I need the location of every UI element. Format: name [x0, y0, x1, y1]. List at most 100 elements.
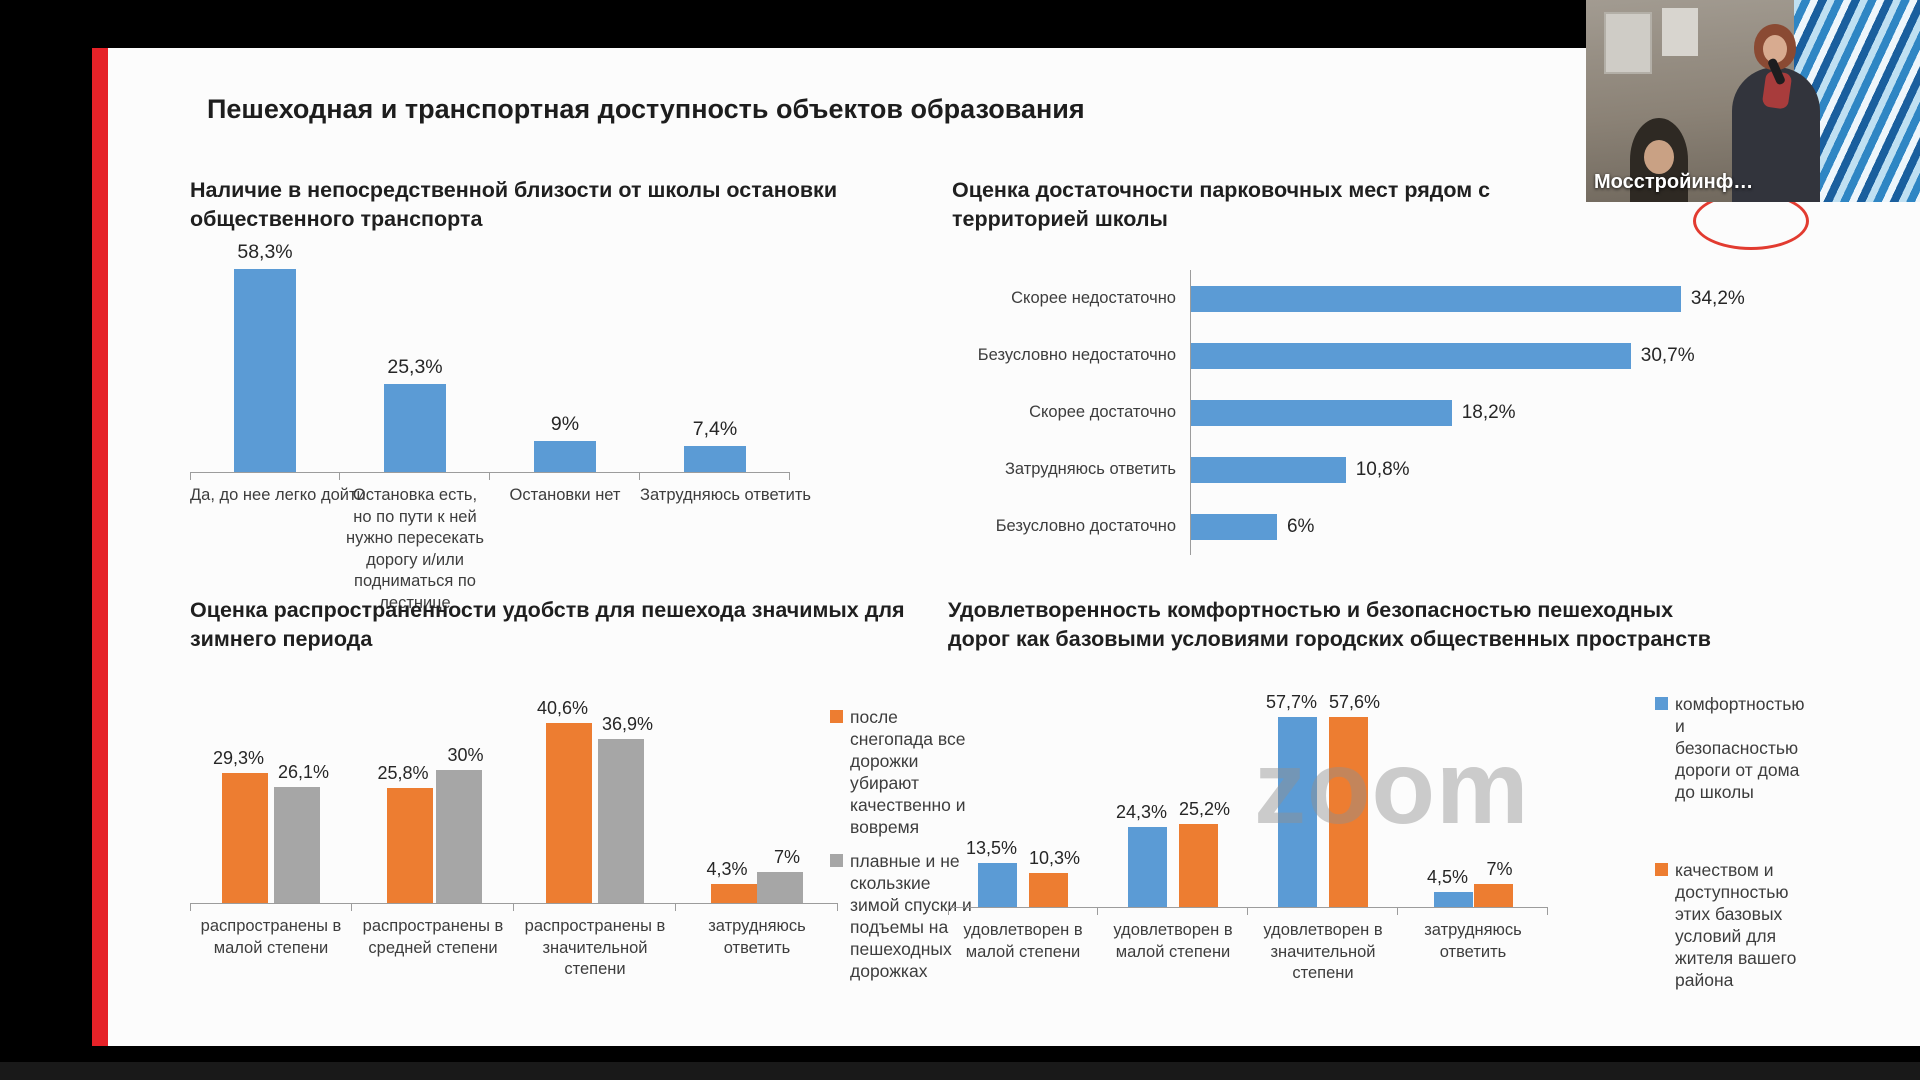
legend-item: плавные и не скользкие зимой спуски и по…: [830, 850, 982, 982]
bar-wrap: 30%: [435, 744, 484, 903]
value-label: 29,3%: [212, 747, 264, 768]
bar-wrap: 26,1%: [271, 762, 329, 903]
value-label: 10,8%: [1355, 458, 1410, 480]
category-column: 4,3% 7%: [676, 703, 838, 903]
bar-group: 40,6% 36,9%: [537, 698, 653, 903]
category-label: распространены в малой степени: [200, 917, 342, 957]
category-labels: распространены в малой степени распростра…: [190, 916, 838, 981]
tick-cell: [1398, 908, 1548, 915]
tick-cell: [676, 904, 838, 911]
bar-wrap: 9%: [534, 413, 596, 472]
category-labels: удовлетворен в малой степени удовлетворен…: [948, 920, 1548, 985]
bar-wrap: 7%: [757, 847, 803, 903]
bar-wrap: 4,5%: [1427, 867, 1474, 907]
value-label: 36,9%: [602, 714, 654, 734]
bar-wrap: 58,3%: [234, 241, 296, 472]
chart-title: Наличие в непосредственной близости от ш…: [190, 178, 838, 231]
bar-wrap: 10,3%: [1023, 848, 1080, 907]
bar-group: 24,3% 25,2%: [1116, 799, 1230, 907]
value-label: 4,3%: [706, 858, 748, 879]
legend-swatch: [1655, 697, 1668, 710]
zoom-watermark: zoom: [1254, 730, 1530, 846]
bar-group: 4,5% 7%: [1427, 858, 1514, 907]
value-label: 24,3%: [1115, 802, 1167, 822]
bar: [1029, 873, 1069, 907]
bar-group: 9%: [534, 413, 596, 472]
category-label: Затрудняюсь ответить: [1004, 460, 1176, 478]
tick-cell: [514, 904, 676, 911]
chart-winter-amenities: Оценка распространенности удобств для пе…: [190, 596, 1090, 981]
participant-video-tile[interactable]: Мосстройинф…: [1586, 0, 1920, 202]
category-label: Скорее достаточно: [1029, 403, 1176, 421]
category-column: 29,3% 26,1%: [190, 703, 352, 903]
bar: [977, 862, 1017, 907]
bar: [386, 788, 433, 903]
tick-cell: [640, 473, 790, 480]
category-label: Безусловно недостаточно: [977, 346, 1176, 364]
category-column: 40,6% 36,9%: [514, 698, 676, 903]
bar-group: 58,3%: [234, 241, 296, 472]
bar-row: Безусловно недостаточно 30,7%: [952, 327, 1832, 384]
category-column: 24,3% 25,2%: [1098, 693, 1248, 907]
bar-row: Затрудняюсь ответить 10,8%: [952, 441, 1832, 498]
category-label: распространены в значительной степени: [524, 917, 666, 978]
presentation-slide: Пешеходная и транспортная доступность об…: [92, 48, 1920, 1046]
bar: [435, 769, 482, 903]
tick-cell: [1248, 908, 1398, 915]
axis-ticks: [948, 908, 1548, 915]
category-label: Скорее недостаточно: [1011, 289, 1176, 307]
bar: [1329, 717, 1369, 907]
bar-group: 25,3%: [384, 356, 446, 472]
bar-row: Скорее недостаточно 34,2%: [952, 270, 1832, 327]
legend-item: качеством и доступностью этих базовых ус…: [1655, 859, 1805, 991]
category-column: 13,5% 10,3%: [948, 693, 1098, 907]
bar-track: 34,2%: [1190, 270, 1832, 327]
category-labels: Да, до нее легко дойти Остановка есть, но…: [190, 485, 811, 614]
bar-columns: 13,5% 10,3% 24,3% 25,2% 57,7% 57,6% 4,5% 7%: [948, 692, 1548, 908]
category-label: удовлетворен в значительной степени: [1263, 921, 1383, 982]
bar-wrap: 4,3%: [706, 859, 757, 903]
chart-plot: 58,3% 25,3% 9% 7,4% Да, до нее легко дойти Ос…: [190, 241, 890, 614]
bar-wrap: 25,2%: [1173, 799, 1230, 907]
bar-track: 30,7%: [1190, 327, 1832, 384]
chart-plot: Скорее недостаточно 34,2% Безусловно недос…: [952, 270, 1832, 555]
bar-group: 29,3% 26,1%: [213, 748, 329, 903]
bar: [1277, 717, 1317, 907]
bar: [384, 384, 446, 472]
chart-parking-sufficiency: Оценка достаточности парковочных мест ря…: [952, 176, 1832, 555]
value-label: 57,6%: [1329, 692, 1381, 713]
legend-swatch: [830, 710, 843, 723]
chart-plot: 29,3% 26,1% 25,8% 30% 40,6% 36,9% 4,3% 7% распро…: [190, 698, 1090, 981]
value-label: 30%: [447, 744, 484, 765]
bar: [1474, 883, 1514, 907]
bar: [1191, 342, 1631, 369]
bar: [234, 269, 296, 472]
chart-legend: комфортностью и безопасностью дороги от …: [1655, 693, 1805, 991]
value-label: 34,2%: [1690, 287, 1745, 309]
bar-group: 13,5% 10,3%: [966, 838, 1080, 907]
value-label: 25,3%: [387, 356, 443, 379]
value-label: 7%: [1486, 858, 1513, 879]
value-label: 30,7%: [1640, 344, 1695, 366]
bar: [222, 772, 269, 903]
tick-cell: [490, 473, 640, 480]
tick-cell: [352, 904, 514, 911]
axis-ticks: [190, 473, 790, 480]
category-column: 25,8% 30%: [352, 703, 514, 903]
category-column: 9%: [490, 246, 640, 472]
category-label: Остановки нет: [509, 486, 621, 504]
bar: [1179, 824, 1219, 907]
category-label: удовлетворен в малой степени: [1113, 921, 1233, 961]
chart-title: Оценка достаточности парковочных мест ря…: [952, 178, 1491, 231]
bar: [757, 871, 803, 903]
bar-group: 57,7% 57,6%: [1266, 692, 1380, 907]
value-label: 26,1%: [278, 762, 330, 782]
bar-row: Скорее достаточно 18,2%: [952, 384, 1832, 441]
value-label: 4,5%: [1426, 867, 1469, 888]
bar: [1434, 892, 1473, 907]
value-label: 9%: [550, 412, 580, 435]
bar: [1127, 827, 1167, 907]
category-label: распространены в средней степени: [362, 917, 504, 957]
bar: [1191, 513, 1277, 540]
